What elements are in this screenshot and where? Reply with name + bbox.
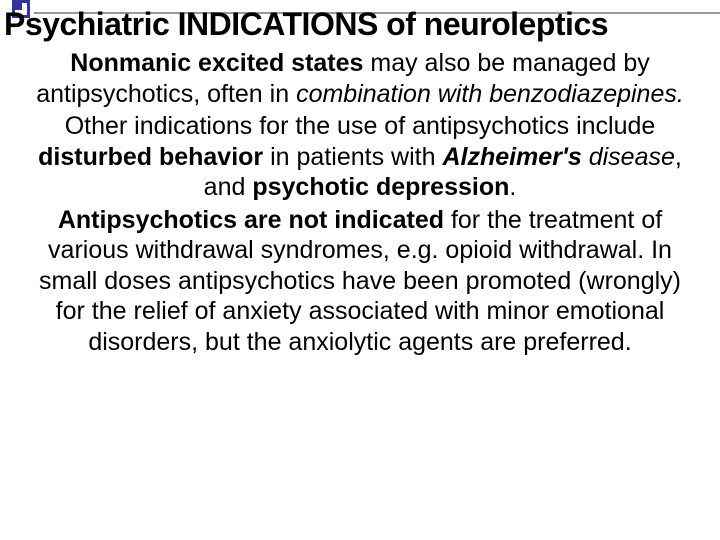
text-nonmanic: Nonmanic excited states [70,49,363,77]
text-disease: disease [582,143,675,171]
text-psychotic-depression: psychotic depression [252,173,509,201]
paragraph-1: Nonmanic excited states may also be mana… [28,48,692,109]
text-p2h: . [509,173,516,201]
paragraph-2: Other indications for the use of antipsy… [28,111,692,203]
text-combination: combination with benzodiazepines. [296,80,684,108]
slide-body: Nonmanic excited states may also be mana… [28,48,692,359]
text-not-indicated: Antipsychotics are not indicated [58,206,444,234]
text-p2a: Other indications for the use of antipsy… [65,112,656,140]
text-alzheimers: Alzheimer's [442,143,581,171]
text-p2c: in patients with [263,143,442,171]
slide-title: Psychiatric INDICATIONS of neuroleptics [0,6,720,43]
paragraph-3: Antipsychotics are not indicated for the… [28,205,692,358]
text-disturbed: disturbed behavior [38,143,263,171]
